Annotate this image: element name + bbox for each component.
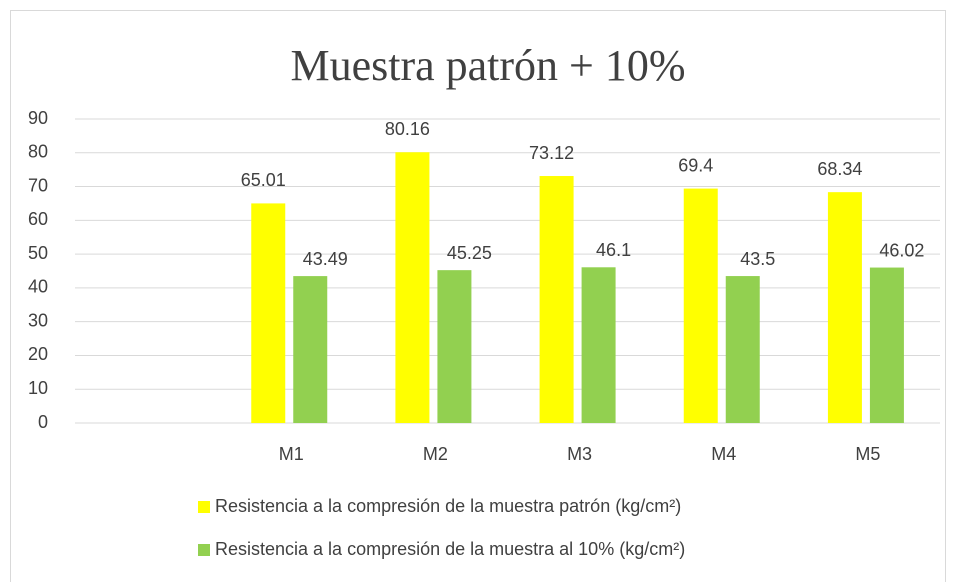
- chart-border: [10, 10, 946, 582]
- bar: [539, 176, 574, 423]
- x-tick-label: M3: [567, 444, 592, 464]
- data-label: 69.4: [678, 155, 713, 175]
- legend-label: Resistencia a la compresión de la muestr…: [215, 539, 685, 559]
- x-tick-label: M1: [279, 444, 304, 464]
- y-tick-label: 20: [28, 344, 48, 364]
- x-tick-label: M5: [855, 444, 880, 464]
- y-tick-label: 80: [28, 142, 48, 162]
- data-label: 43.5: [740, 249, 775, 269]
- data-label: 46.02: [879, 240, 924, 260]
- bar: [827, 192, 862, 423]
- y-tick-label: 70: [28, 175, 48, 195]
- bar: [293, 276, 328, 423]
- data-label: 46.1: [596, 240, 631, 260]
- y-tick-label: 0: [38, 412, 48, 432]
- chart-title: Muestra patrón + 10%: [290, 41, 685, 90]
- y-tick-label: 60: [28, 209, 48, 229]
- bar: [725, 276, 760, 423]
- data-label: 80.16: [385, 119, 430, 139]
- bar: [683, 188, 718, 423]
- data-label: 65.01: [241, 170, 286, 190]
- y-tick-label: 50: [28, 243, 48, 263]
- legend-swatch: [198, 501, 210, 513]
- y-tick-label: 10: [28, 378, 48, 398]
- x-tick-label: M2: [423, 444, 448, 464]
- x-tick-label: M4: [711, 444, 736, 464]
- y-tick-label: 30: [28, 310, 48, 330]
- bar: [437, 270, 472, 423]
- bar: [395, 152, 430, 423]
- bar: [581, 267, 616, 423]
- y-tick-label: 40: [28, 277, 48, 297]
- data-label: 43.49: [303, 249, 348, 269]
- legend-swatch: [198, 544, 210, 556]
- bar: [869, 267, 904, 423]
- y-tick-label: 90: [28, 108, 48, 128]
- legend-label: Resistencia a la compresión de la muestr…: [215, 496, 681, 516]
- data-label: 68.34: [817, 159, 862, 179]
- data-label: 45.25: [447, 243, 492, 263]
- bar: [251, 203, 286, 423]
- data-label: 73.12: [529, 143, 574, 163]
